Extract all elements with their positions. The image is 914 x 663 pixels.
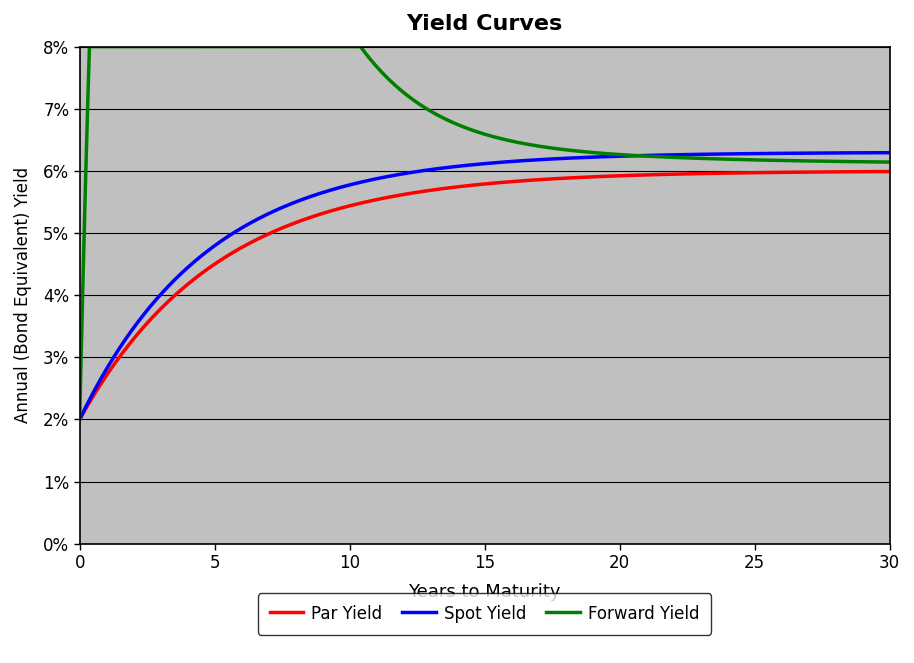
Forward Yield (884, 158, 895, 166)
Par Yield (115, 351, 126, 359)
Forward Yield (74, 414, 85, 422)
Par Yield (74, 415, 85, 423)
Legend: Par Yield, Spot Yield, Forward Yield: Par Yield, Spot Yield, Forward Yield (258, 593, 711, 634)
Forward Yield (861, 158, 872, 166)
X-axis label: Years to Maturity: Years to Maturity (409, 583, 561, 601)
Line: Forward Yield: Forward Yield (80, 46, 889, 418)
Par Yield (447, 184, 458, 192)
Par Yield (884, 168, 895, 176)
Par Yield (712, 169, 723, 177)
Spot Yield (74, 415, 85, 423)
Spot Yield (447, 163, 458, 171)
Forward Yield (712, 155, 723, 163)
Spot Yield (115, 342, 126, 350)
Line: Spot Yield: Spot Yield (80, 152, 889, 419)
Spot Yield (861, 149, 872, 156)
Line: Par Yield: Par Yield (80, 172, 889, 419)
Title: Yield Curves: Yield Curves (407, 14, 563, 34)
Par Yield (860, 168, 871, 176)
Forward Yield (468, 127, 479, 135)
Par Yield (468, 181, 479, 189)
Spot Yield (884, 149, 895, 156)
Par Yield (861, 168, 872, 176)
Spot Yield (860, 149, 871, 156)
Forward Yield (84, 42, 95, 50)
Forward Yield (447, 118, 458, 126)
Forward Yield (861, 158, 872, 166)
Forward Yield (116, 42, 127, 50)
Spot Yield (712, 150, 723, 158)
Spot Yield (468, 160, 479, 168)
Y-axis label: Annual (Bond Equivalent) Yield: Annual (Bond Equivalent) Yield (14, 167, 32, 423)
